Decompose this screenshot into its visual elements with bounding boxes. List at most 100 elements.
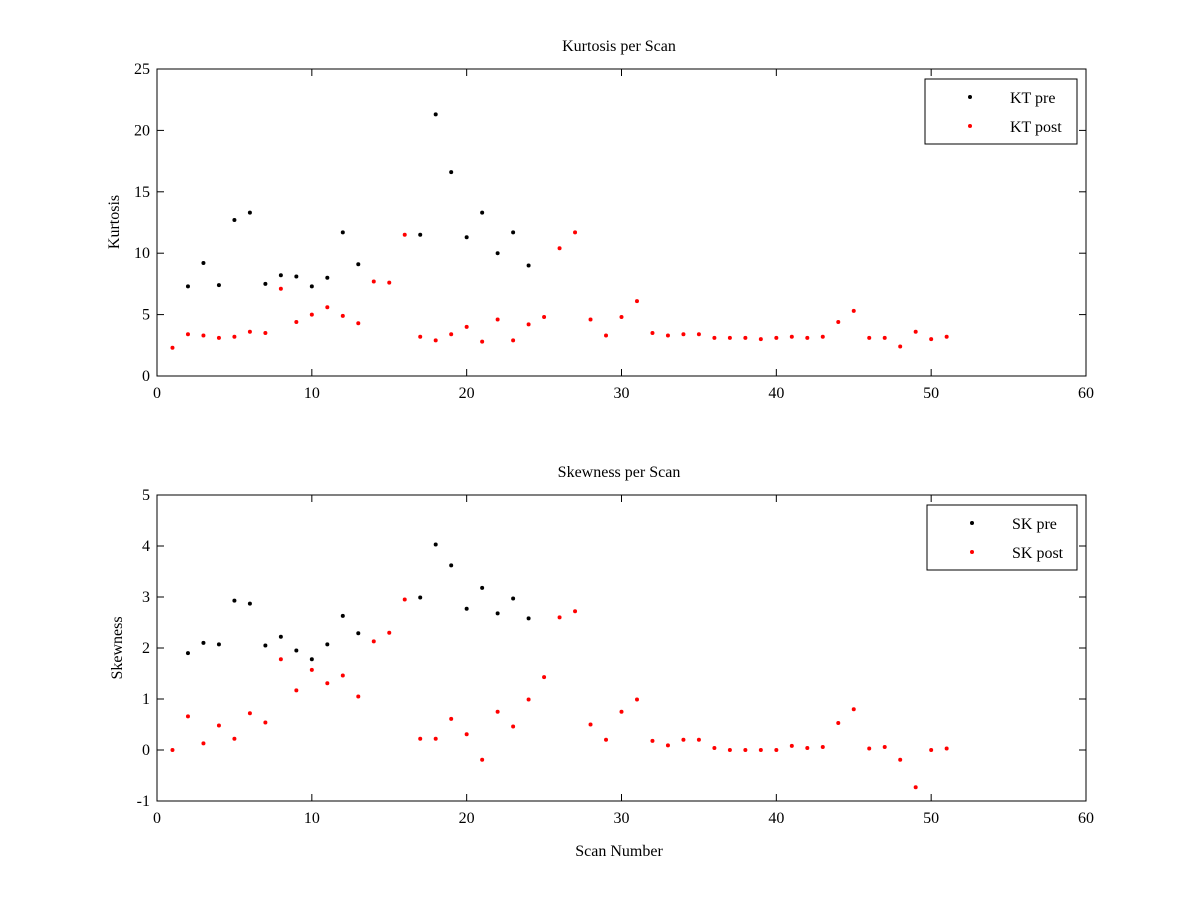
skewness-pre-point [495, 611, 500, 616]
skewness-legend-label-post: SK post [1012, 545, 1064, 562]
skewness-pre-point [232, 598, 237, 603]
kurtosis-x-tick-label: 40 [768, 385, 784, 402]
skewness-post-point [216, 723, 221, 728]
kurtosis-y-tick-label: 10 [134, 245, 150, 262]
skewness-post-point [418, 736, 423, 741]
skewness-pre-point [449, 563, 454, 568]
skewness-post-point [325, 681, 330, 686]
kurtosis-post-point [464, 324, 469, 329]
skewness-post-point [371, 639, 376, 644]
skewness-x-tick-label: 40 [768, 810, 784, 827]
kurtosis-post-point [263, 331, 268, 336]
kurtosis-post-point [232, 334, 237, 339]
kurtosis-pre-point [185, 284, 190, 289]
skewness-post-point [743, 748, 748, 752]
skewness-y-tick-label: -1 [137, 793, 150, 810]
kurtosis-post-point [387, 280, 392, 285]
skewness-post-point [294, 688, 299, 693]
kurtosis-post-point [774, 335, 779, 340]
kurtosis-x-tick-label: 30 [614, 385, 630, 402]
kurtosis-post-point [820, 334, 825, 339]
skewness-legend-marker-post [970, 550, 974, 554]
kurtosis-post-point [665, 333, 670, 338]
skewness-x-tick-label: 30 [614, 810, 630, 827]
skewness-post-point [247, 711, 252, 716]
kurtosis-pre-point [232, 218, 237, 223]
kurtosis-pre-point [216, 283, 221, 288]
kurtosis-post-point [929, 337, 934, 342]
skewness-post-point [449, 716, 454, 721]
kurtosis-legend-label-pre: KT pre [1010, 90, 1055, 107]
kurtosis-post-point [402, 232, 407, 237]
skewness-pre-point [526, 616, 531, 621]
kurtosis-post-point [851, 308, 856, 313]
kurtosis-pre-point [464, 235, 469, 240]
skewness-post-point [665, 743, 670, 748]
kurtosis-pre-point [247, 210, 252, 215]
skewness-post-point [278, 657, 283, 662]
skewness-pre-point [511, 596, 516, 601]
skewness-post-point [898, 757, 903, 762]
skewness-post-point [480, 757, 485, 762]
skewness-post-point [263, 720, 268, 725]
skewness-post-point [820, 744, 825, 749]
kurtosis-post-point [758, 337, 763, 342]
kurtosis-post-point [789, 334, 794, 339]
kurtosis-post-point [495, 317, 500, 322]
kurtosis-post-point [944, 334, 949, 339]
kurtosis-chart-title: Kurtosis per Scan [562, 38, 676, 55]
skewness-pre-point [278, 634, 283, 639]
kurtosis-post-point [201, 333, 206, 338]
kurtosis-post-point [216, 335, 221, 340]
kurtosis-legend-label-post: KT post [1010, 119, 1062, 136]
skewness-post-point [604, 737, 609, 742]
skewness-y-tick-label: 5 [142, 487, 150, 504]
skewness-post-point [696, 737, 701, 742]
skewness-legend-box [926, 504, 1078, 571]
kurtosis-post-point [433, 338, 438, 343]
skewness-post-point [867, 746, 872, 751]
x-axis-label: Scan Number [575, 843, 663, 860]
kurtosis-pre-point [511, 230, 516, 235]
skewness-y-axis-label: Skewness [109, 616, 126, 679]
skewness-post-point [464, 732, 469, 737]
skewness-legend: SK pre SK post [926, 504, 1078, 571]
skewness-post-point [774, 748, 779, 752]
kurtosis-post-point [634, 299, 639, 304]
skewness-x-tick-label: 20 [459, 810, 475, 827]
skewness-post-point [805, 745, 810, 750]
kurtosis-legend: KT pre KT post [924, 78, 1078, 145]
kurtosis-post-point [526, 322, 531, 327]
kurtosis-post-point [418, 334, 423, 339]
kurtosis-x-tick-label: 50 [923, 385, 939, 402]
kurtosis-y-tick-label: 0 [142, 368, 150, 385]
kurtosis-pre-point [325, 275, 330, 280]
skewness-post-point [681, 737, 686, 742]
kurtosis-post-point [557, 246, 562, 251]
skewness-post-point [402, 597, 407, 602]
kurtosis-post-point [650, 331, 655, 336]
skewness-post-point [712, 745, 717, 750]
kurtosis-post-point [356, 321, 361, 326]
kurtosis-post-point [696, 332, 701, 337]
skewness-post-point [201, 741, 206, 746]
kurtosis-post-point [371, 279, 376, 284]
kurtosis-post-point [882, 335, 887, 340]
kurtosis-legend-marker-post [968, 124, 972, 128]
skewness-pre-point [247, 601, 252, 606]
kurtosis-post-point [913, 329, 918, 334]
kurtosis-x-tick-label: 10 [304, 385, 320, 402]
kurtosis-post-point [681, 332, 686, 337]
kurtosis-post-point [619, 315, 624, 320]
skewness-x-tick-label: 10 [304, 810, 320, 827]
skewness-pre-point [185, 651, 190, 656]
kurtosis-post-point [340, 313, 345, 318]
kurtosis-pre-point [263, 281, 268, 286]
skewness-post-point [944, 746, 949, 751]
kurtosis-pre-point [480, 210, 485, 215]
skewness-post-point [619, 709, 624, 714]
kurtosis-post-point [588, 317, 593, 322]
skewness-post-point [789, 743, 794, 748]
skewness-post-point [185, 714, 190, 719]
kurtosis-legend-marker-pre [968, 95, 972, 99]
